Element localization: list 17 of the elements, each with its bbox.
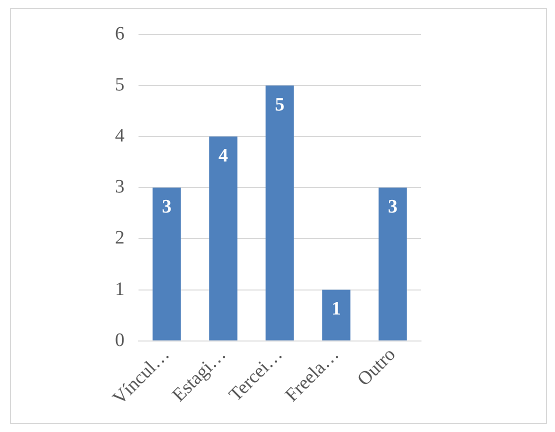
- bar: [152, 188, 181, 340]
- data-label: 5: [275, 94, 284, 116]
- data-label: 3: [162, 196, 172, 218]
- y-tick-label: 6: [115, 23, 124, 44]
- y-tick-label: 1: [115, 278, 124, 300]
- data-label: 3: [388, 196, 398, 218]
- y-tick-label: 3: [115, 176, 124, 198]
- data-label: 4: [218, 145, 228, 166]
- y-tick-label: 4: [115, 126, 125, 147]
- y-tick-label: 2: [115, 228, 124, 249]
- y-tick-label: 5: [115, 74, 124, 96]
- bar: [266, 85, 294, 340]
- bar: [209, 136, 238, 340]
- y-tick-label: 0: [115, 330, 124, 351]
- bar: [378, 188, 407, 340]
- bar: [322, 290, 350, 340]
- data-label: 1: [332, 298, 341, 320]
